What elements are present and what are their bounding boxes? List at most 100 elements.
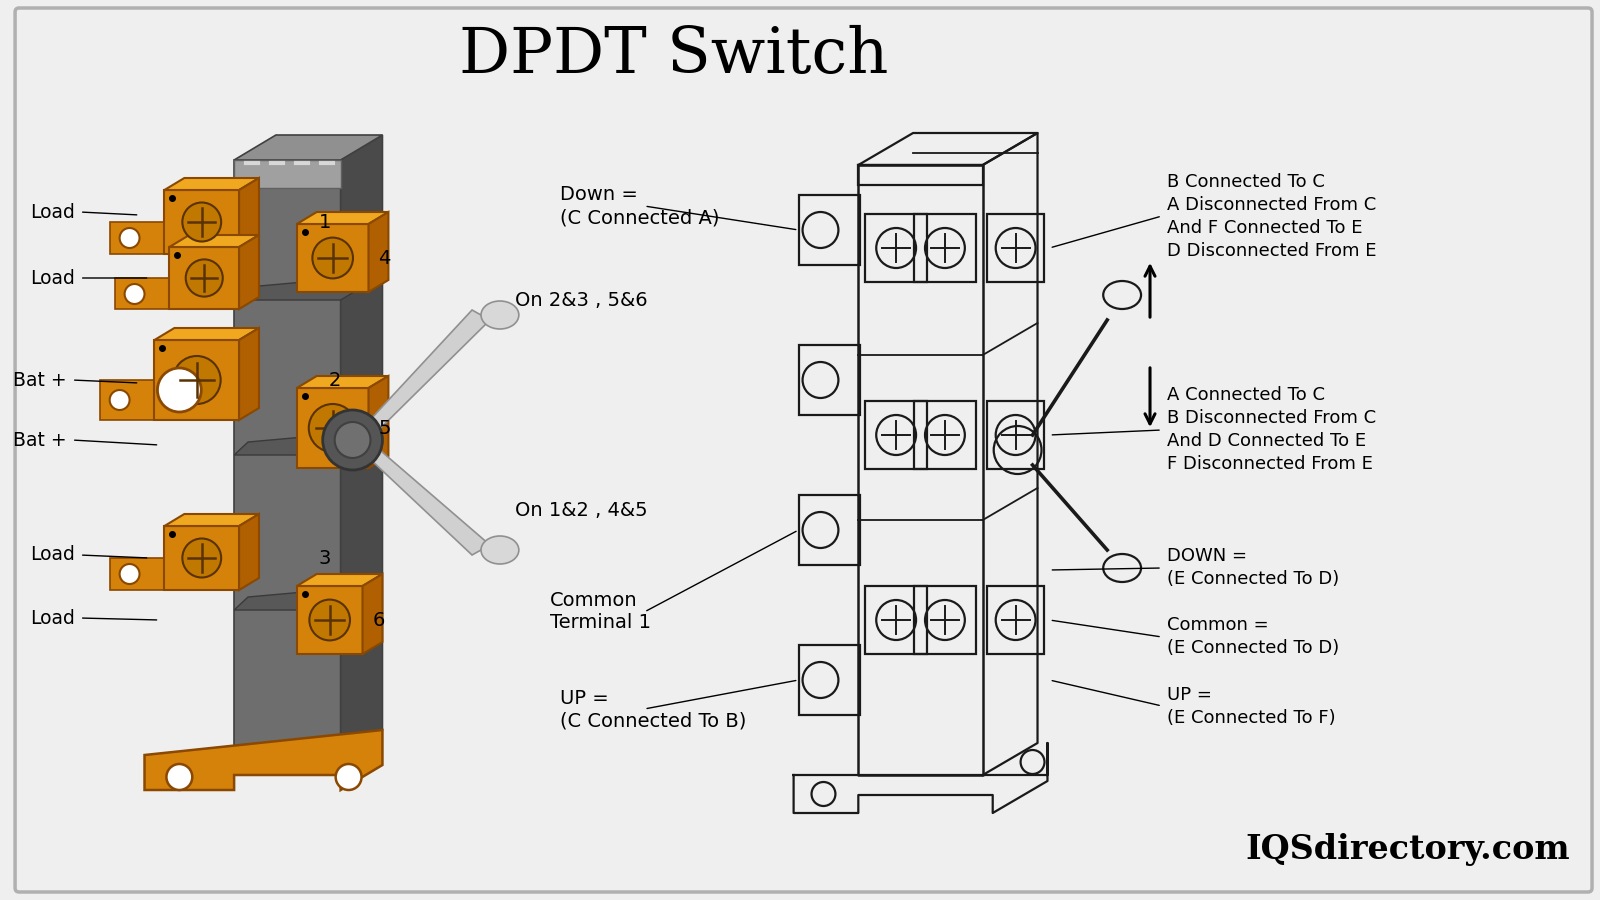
Circle shape [336,764,362,790]
Circle shape [157,368,202,412]
Text: 6: 6 [373,610,386,629]
Polygon shape [298,376,389,388]
Polygon shape [238,178,259,254]
Polygon shape [110,557,165,590]
Circle shape [182,202,221,241]
Circle shape [334,422,371,458]
Text: 1: 1 [318,212,331,231]
Text: 4: 4 [379,248,390,267]
Bar [914,214,976,282]
Polygon shape [234,430,382,455]
Circle shape [125,284,144,304]
Text: UP =: UP = [560,688,608,707]
Polygon shape [115,278,170,309]
Polygon shape [238,235,259,309]
Polygon shape [238,328,259,420]
Text: Load: Load [30,268,75,287]
Text: And D Connected To E: And D Connected To E [1166,432,1366,450]
Text: D Disconnected From E: D Disconnected From E [1166,242,1376,260]
Bar [987,401,1045,469]
Polygon shape [165,526,238,590]
Text: On 1&2 , 4&5: On 1&2 , 4&5 [515,500,648,519]
Text: (C Connected To B): (C Connected To B) [560,712,746,731]
Polygon shape [298,224,368,292]
Text: On 2&3 , 5&6: On 2&3 , 5&6 [515,291,648,310]
Polygon shape [234,135,382,160]
Text: Load: Load [30,202,75,221]
Circle shape [120,564,139,584]
Circle shape [328,418,373,462]
Text: 5: 5 [379,418,390,437]
Polygon shape [234,160,341,188]
Polygon shape [368,376,389,468]
Bar [798,645,861,715]
Text: UP =: UP = [1166,686,1211,704]
Text: 3: 3 [318,548,331,568]
Polygon shape [144,730,382,790]
Polygon shape [234,585,382,610]
Polygon shape [110,221,165,254]
Circle shape [323,410,382,470]
Polygon shape [170,247,238,309]
Circle shape [166,764,192,790]
Circle shape [312,238,354,278]
Text: Down =: Down = [560,185,637,204]
Polygon shape [165,514,259,526]
Text: IQSdirectory.com: IQSdirectory.com [1245,833,1570,867]
Text: DPDT Switch: DPDT Switch [459,24,890,86]
Text: (E Connected To D): (E Connected To D) [1166,570,1339,588]
Bar [798,345,861,415]
Bar [987,214,1045,282]
Text: 2: 2 [328,371,341,390]
Ellipse shape [482,536,518,564]
Bar [914,401,976,469]
Circle shape [173,356,221,404]
Bar [866,214,926,282]
Polygon shape [170,235,259,247]
Circle shape [309,599,350,641]
Circle shape [182,538,221,578]
Text: (E Connected To D): (E Connected To D) [1166,639,1339,657]
Text: B Connected To C: B Connected To C [1166,173,1325,191]
Polygon shape [363,442,490,555]
FancyBboxPatch shape [14,8,1592,892]
Polygon shape [363,574,382,654]
Ellipse shape [482,301,518,329]
Polygon shape [298,388,368,468]
Text: (E Connected To F): (E Connected To F) [1166,709,1336,727]
Text: Common: Common [550,590,637,609]
Text: And F Connected To E: And F Connected To E [1166,219,1363,237]
Circle shape [110,390,130,410]
Bar [987,586,1045,654]
Text: Terminal 1: Terminal 1 [550,614,651,633]
Text: Load: Load [30,545,75,564]
Text: Bat +: Bat + [13,371,67,390]
Polygon shape [234,275,382,300]
Polygon shape [165,190,238,254]
Bar [866,586,926,654]
Text: Bat +: Bat + [13,430,67,449]
Polygon shape [368,212,389,292]
Polygon shape [238,514,259,590]
Polygon shape [341,135,382,755]
Circle shape [186,259,222,297]
Text: B Disconnected From C: B Disconnected From C [1166,409,1376,427]
Bar [798,195,861,265]
Polygon shape [234,160,341,755]
Polygon shape [165,178,259,190]
Text: A Disconnected From C: A Disconnected From C [1166,196,1376,214]
Polygon shape [155,328,259,340]
Bar [866,401,926,469]
Text: Common =: Common = [1166,616,1269,634]
Circle shape [120,228,139,248]
Polygon shape [99,380,155,420]
Text: Load: Load [30,608,75,627]
Text: A Connected To C: A Connected To C [1166,386,1325,404]
Text: (C Connected A): (C Connected A) [560,209,718,228]
Circle shape [309,404,357,452]
Bar [798,495,861,565]
Text: F Disconnected From E: F Disconnected From E [1166,455,1373,473]
Polygon shape [363,310,490,438]
Polygon shape [155,340,238,420]
Polygon shape [298,574,382,586]
